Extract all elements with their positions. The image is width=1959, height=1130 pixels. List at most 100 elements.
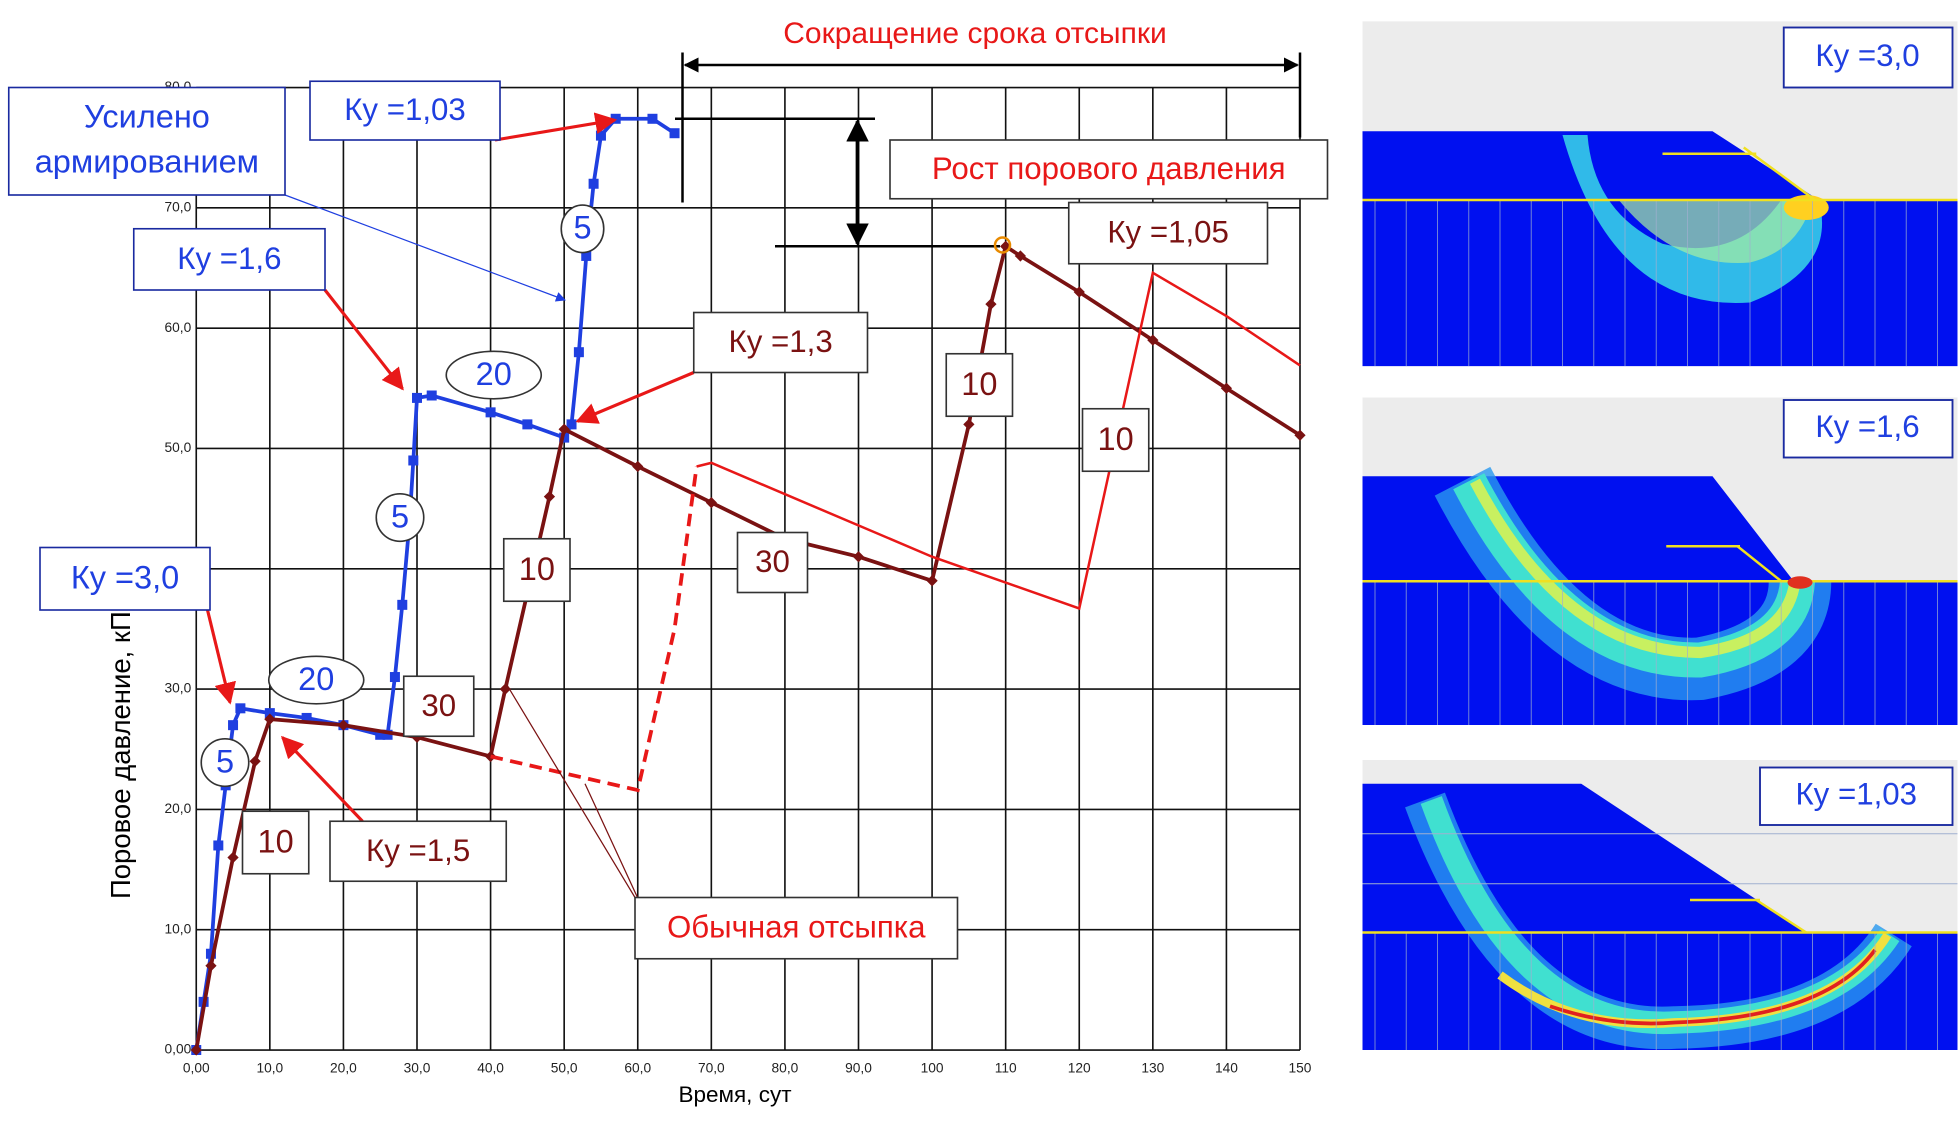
point-marker — [595, 130, 606, 141]
annotation-box — [692, 311, 869, 374]
x-tick-label: 50,0 — [551, 1060, 578, 1075]
point-marker — [426, 390, 437, 401]
point-marker — [926, 575, 938, 587]
panel-label-box — [1759, 766, 1954, 826]
point-marker — [235, 703, 246, 714]
annotation-box — [1081, 407, 1150, 473]
point-marker — [566, 419, 577, 430]
pointer-arrows — [205, 112, 695, 823]
point-marker — [985, 298, 997, 310]
y-tick-label: 50,0 — [164, 440, 191, 455]
annotation-text: Ку =3,0 — [71, 560, 179, 596]
point-marker — [573, 347, 584, 358]
annotation-text: 10 — [961, 366, 997, 402]
point-marker — [205, 960, 217, 972]
annotation-text: 10 — [1098, 421, 1134, 457]
point-marker — [382, 729, 393, 740]
x-tick-label: 0,00 — [183, 1060, 210, 1075]
y-tick-label: 30,0 — [164, 681, 191, 696]
y-tick-label: 60,0 — [164, 320, 191, 335]
y-tick-label: 0,00 — [164, 1042, 191, 1057]
x-tick-label: 20,0 — [330, 1060, 357, 1075]
annotation-text: армированием — [35, 143, 259, 179]
annotation-box — [241, 810, 310, 875]
x-tick-label: 30,0 — [404, 1060, 431, 1075]
x-tick-label: 90,0 — [845, 1060, 872, 1075]
panel-labels: Ку =3,0 Ку =1,6 Ку =1,03 — [1759, 26, 1954, 826]
y-tick-label: 20,0 — [164, 801, 191, 816]
x-tick-label: 140 — [1215, 1060, 1238, 1075]
point-marker — [397, 599, 408, 610]
pointer-arrow — [284, 194, 566, 302]
point-marker — [389, 672, 400, 683]
point-marker — [1014, 250, 1027, 262]
point-marker — [213, 840, 224, 851]
annotation-text: Ку =1,5 — [366, 833, 470, 868]
point-marker — [408, 455, 419, 466]
point-marker — [558, 423, 570, 435]
annotation-text: Ку =1,03 — [344, 92, 466, 127]
annotation-text: Рост порового давления — [932, 151, 1286, 186]
annotation-text: 20 — [298, 661, 334, 697]
annotation-box — [889, 139, 1329, 200]
x-tick-label: 130 — [1141, 1060, 1164, 1075]
x-axis-label: Время, сут — [679, 1082, 792, 1107]
annotation-circle — [445, 350, 543, 400]
annotation-text: Обычная отсыпка — [667, 910, 926, 945]
y-tick-label: 70,0 — [164, 199, 191, 214]
point-marker — [249, 755, 261, 767]
annotation-text: 5 — [216, 743, 234, 779]
series-line — [490, 466, 699, 793]
annotation-text: 30 — [755, 544, 790, 579]
x-tick-label: 80,0 — [772, 1060, 799, 1075]
x-tick-label: 70,0 — [698, 1060, 725, 1075]
panel-label: Ку =1,6 — [1815, 409, 1919, 444]
annotation-box — [132, 227, 326, 291]
annotation-circle — [267, 655, 365, 705]
annotation-box — [309, 80, 501, 141]
point-marker — [669, 128, 680, 139]
annotation-circle — [200, 737, 250, 788]
panel-label-box — [1782, 26, 1954, 89]
panel-label: Ку =1,03 — [1795, 777, 1917, 812]
annotation-box — [1067, 201, 1269, 265]
annotation-text: 5 — [391, 498, 409, 534]
x-tick-label: 110 — [995, 1060, 1017, 1075]
span-arrow — [675, 52, 1302, 248]
panel-label: Ку =3,0 — [1815, 38, 1919, 73]
y-axis-label: Поровое давление, кПа — [105, 595, 136, 899]
point-marker — [852, 551, 865, 563]
point-marker — [485, 407, 496, 418]
point-marker — [963, 418, 975, 430]
x-tick-label: 100 — [921, 1060, 944, 1075]
point-marker — [375, 729, 386, 740]
point-marker — [1147, 334, 1159, 346]
peak-marker — [993, 236, 1012, 254]
annotation-text: Ку =1,6 — [177, 241, 281, 276]
annotations: Усилено армированием Ку =1,03 Ку =1,6 Ку =3,… — [7, 80, 1329, 960]
annotation-box — [634, 896, 959, 960]
point-marker — [301, 712, 312, 723]
point-marker — [581, 250, 592, 261]
annotation-box — [502, 537, 571, 603]
annotation-box — [7, 86, 286, 196]
point-marker — [228, 720, 239, 731]
pointer-lines — [505, 683, 639, 898]
annotation-text: 5 — [573, 210, 591, 246]
point-marker — [1220, 382, 1233, 394]
y-tick-label: 10,0 — [164, 921, 191, 936]
point-marker — [337, 719, 350, 731]
x-tick-label: 120 — [1068, 1060, 1091, 1075]
x-tick-label: 60,0 — [624, 1060, 651, 1075]
annotation-box — [736, 531, 809, 594]
point-marker — [588, 178, 599, 189]
annotation-text: Ку =1,3 — [729, 324, 833, 359]
chart-title: Сокращение срока отсыпки — [783, 17, 1167, 50]
annotation-text: 10 — [519, 551, 555, 587]
annotation-text: Ку =1,05 — [1107, 215, 1229, 250]
annotation-text: 30 — [421, 688, 456, 723]
annotation-box — [329, 820, 508, 883]
x-tick-label: 150 — [1289, 1060, 1312, 1075]
